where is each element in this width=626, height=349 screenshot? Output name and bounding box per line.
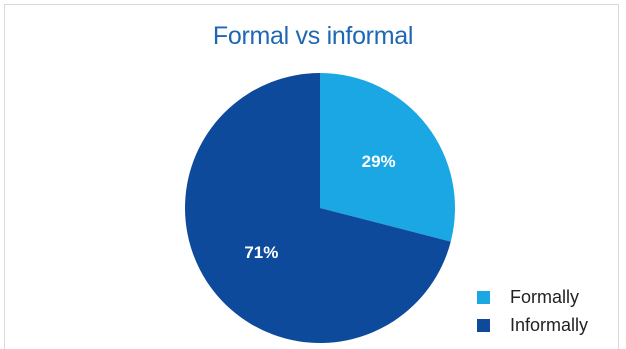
pie-slice-informally: [185, 73, 451, 343]
legend-swatch-formally: [477, 290, 490, 304]
legend-label-formally: Formally: [510, 286, 580, 307]
legend-label-informally: Informally: [510, 314, 589, 335]
legend: Formally Informally: [477, 283, 588, 339]
pie-slice-formally: [320, 73, 455, 242]
pie-slices: [185, 73, 455, 343]
pie-slice-label-formally: 29%: [362, 152, 396, 171]
legend-swatch-informally: [477, 318, 490, 332]
pie-slice-label-informally: 71%: [244, 243, 278, 262]
legend-item-informally: Informally: [477, 311, 588, 339]
pie-slice-labels: 29% 71%: [244, 152, 395, 262]
chart-title: Formal vs informal: [212, 22, 414, 50]
legend-item-formally: Formally: [477, 283, 588, 311]
